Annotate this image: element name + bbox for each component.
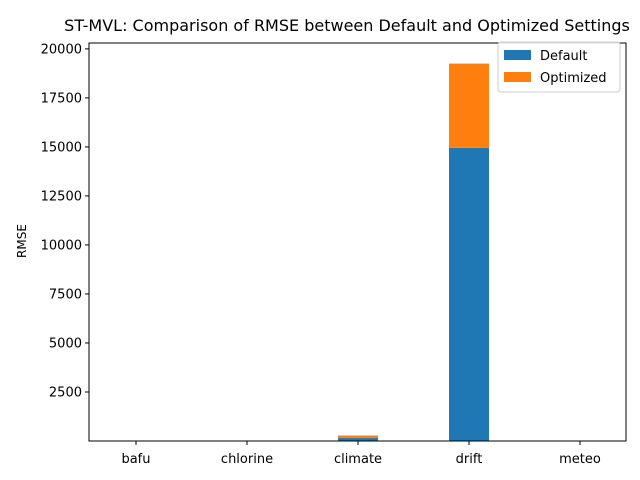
x-tick-label-chlorine: chlorine (221, 452, 273, 467)
legend-swatch-optimized (504, 72, 531, 82)
y-tick-label: 10000 (41, 238, 82, 253)
y-tick-label: 20000 (41, 42, 82, 57)
x-tick-label-drift: drift (456, 452, 483, 467)
y-tick-label: 15000 (41, 140, 82, 155)
y-tick-label: 5000 (49, 336, 82, 351)
bar-optimized-drift (449, 63, 489, 148)
x-tick-label-climate: climate (334, 452, 382, 467)
legend-swatch-default (504, 50, 531, 60)
y-tick-label: 2500 (49, 385, 82, 400)
bars-group (116, 63, 600, 441)
y-tick-label: 7500 (49, 287, 82, 302)
x-tick-label-bafu: bafu (121, 452, 150, 467)
legend: Default Optimized (497, 41, 621, 93)
y-axis-label: RMSE (15, 224, 29, 258)
y-tick-label: 17500 (41, 91, 82, 106)
x-axis: bafu chlorine climate drift meteo (121, 441, 601, 467)
y-axis: 2500 5000 7500 10000 12500 15000 17500 20000 (41, 42, 89, 400)
plot-frame (88, 42, 627, 442)
x-tick-label-meteo: meteo (559, 452, 601, 467)
legend-label-default: Default (540, 49, 588, 64)
bar-default-climate (338, 438, 378, 441)
bar-optimized-climate (338, 435, 378, 439)
y-tick-label: 12500 (41, 189, 82, 204)
bar-default-drift (449, 147, 489, 441)
chart-title: ST-MVL: Comparison of RMSE between Defau… (64, 16, 630, 35)
legend-label-optimized: Optimized (540, 71, 607, 86)
